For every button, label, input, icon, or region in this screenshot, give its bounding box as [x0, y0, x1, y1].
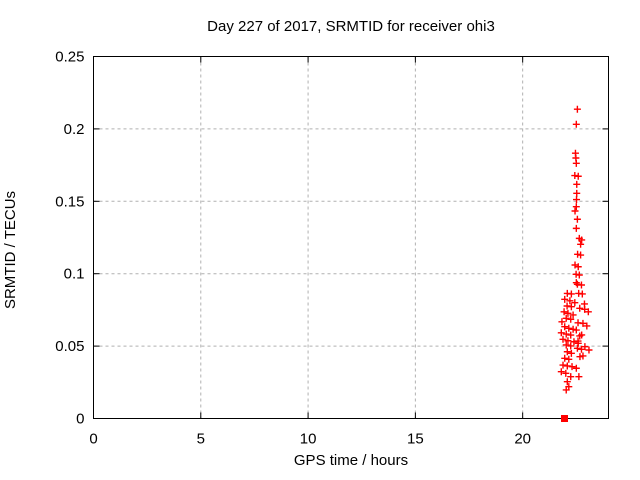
data-point-plus	[560, 308, 568, 316]
data-point-plus	[567, 315, 575, 323]
data-point-plus	[562, 314, 570, 322]
data-point-plus	[574, 339, 582, 347]
data-point-plus	[570, 338, 578, 346]
data-point-plus	[583, 322, 591, 330]
data-point-plus	[578, 290, 586, 298]
data-point-plus	[581, 305, 589, 313]
data-point-plus	[573, 215, 581, 223]
data-point-plus	[585, 346, 593, 354]
data-point-plus	[578, 331, 586, 339]
x-tick-label: 5	[197, 431, 205, 448]
data-point-plus	[572, 159, 580, 167]
data-point-plus	[572, 224, 580, 232]
data-point-plus	[574, 172, 582, 180]
tick-labels: 0 5 10 15 20 0 0.05 0.1 0.15 0.2 0.25	[55, 49, 531, 448]
data-point-plus	[557, 368, 565, 376]
data-point-plus	[567, 349, 575, 357]
data-point-plus	[577, 281, 585, 289]
data-point-plus	[559, 361, 567, 369]
data-point-plus	[573, 280, 581, 288]
data-point-plus	[562, 369, 570, 377]
data-point-plus	[573, 344, 581, 352]
data-point-plus	[563, 362, 571, 370]
data-point-plus	[584, 308, 592, 316]
data-point-plus	[573, 180, 581, 188]
data-point-plus	[572, 364, 580, 372]
data-point-plus	[565, 324, 573, 332]
y-axis-label: SRMTID / TECUs	[2, 191, 19, 309]
data-point-plus	[558, 318, 566, 326]
data-point-plus	[567, 290, 575, 298]
gridlines	[93, 56, 609, 419]
x-tick-label: 20	[514, 431, 531, 448]
data-point-plus	[578, 236, 586, 244]
x-axis-label: GPS time / hours	[294, 452, 408, 469]
data-point-plus	[572, 270, 580, 278]
data-point-plus	[567, 303, 575, 311]
data-point-plus	[576, 353, 584, 361]
tick-marks	[93, 56, 609, 419]
data-point-plus	[557, 329, 565, 337]
data-point-plus	[573, 105, 581, 113]
data-point-plus	[575, 373, 583, 381]
y-tick-label: 0.1	[64, 266, 85, 283]
data-point-plus	[572, 279, 580, 287]
data-point-plus	[561, 323, 569, 331]
data-point-plus	[562, 341, 570, 349]
data-point-square	[561, 415, 569, 422]
data-point-plus	[568, 363, 576, 371]
data-point-plus	[562, 386, 570, 394]
data-point-plus	[574, 263, 582, 271]
chart-title: Day 227 of 2017, SRMTID for receiver ohi…	[207, 18, 495, 35]
data-point-plus	[561, 354, 569, 362]
data-point-plus	[569, 311, 577, 319]
y-tick-label: 0.25	[55, 49, 84, 66]
data-points	[557, 105, 593, 422]
data-point-plus	[576, 304, 584, 312]
data-point-plus	[569, 325, 577, 333]
data-point-plus	[563, 302, 571, 310]
data-point-plus	[571, 299, 579, 307]
data-point-plus	[567, 373, 575, 381]
x-tick-label: 15	[407, 431, 424, 448]
data-point-plus	[572, 120, 580, 128]
data-point-plus	[573, 196, 581, 204]
data-point-plus	[559, 335, 567, 343]
data-point-plus	[562, 330, 570, 338]
data-point-plus	[567, 342, 575, 350]
data-point-plus	[573, 189, 581, 197]
data-point-plus	[571, 207, 579, 215]
data-point-plus	[572, 203, 580, 211]
data-point-plus	[565, 355, 573, 363]
data-point-plus	[581, 343, 589, 351]
data-point-plus	[561, 295, 569, 303]
data-point-plus	[579, 319, 587, 327]
y-tick-label: 0	[76, 411, 84, 428]
data-point-plus	[563, 348, 571, 356]
data-point-plus	[564, 337, 572, 345]
data-point-plus	[572, 326, 580, 334]
data-point-plus	[567, 331, 575, 339]
data-point-plus	[571, 172, 579, 180]
data-point-plus	[563, 378, 571, 386]
data-point-plus	[577, 240, 585, 248]
x-tick-label: 0	[89, 431, 97, 448]
y-tick-label: 0.15	[55, 193, 84, 210]
data-point-plus	[564, 309, 572, 317]
y-tick-label: 0.2	[64, 121, 85, 138]
data-point-plus	[575, 271, 583, 279]
y-tick-label: 0.05	[55, 338, 84, 355]
data-point-plus	[566, 297, 574, 305]
x-tick-label: 10	[300, 431, 317, 448]
plot-border	[93, 56, 609, 419]
data-point-plus	[577, 251, 585, 259]
